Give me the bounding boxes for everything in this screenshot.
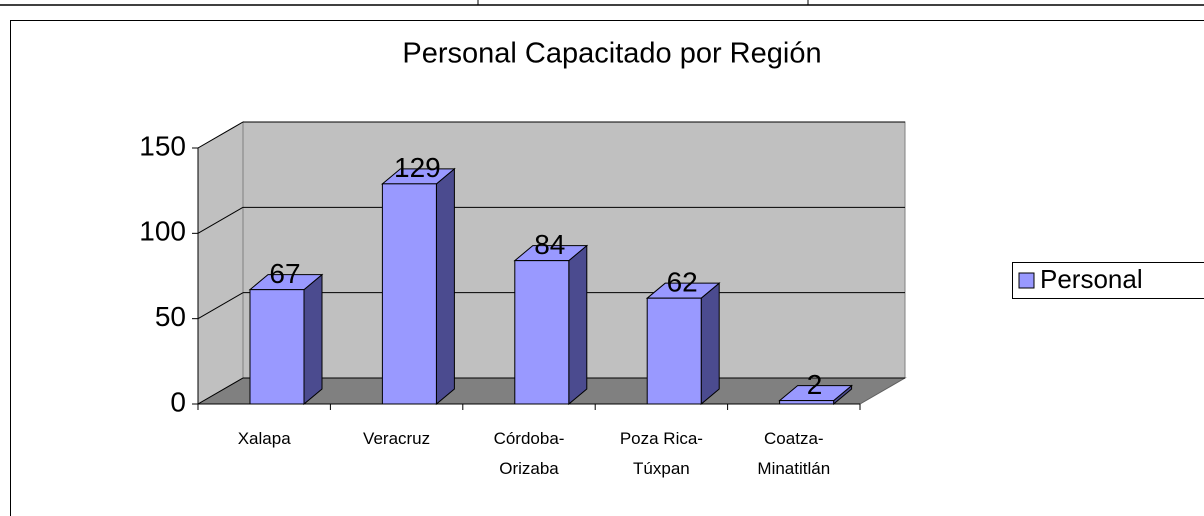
bar <box>646 297 702 405</box>
legend-label: Personal <box>1040 264 1143 294</box>
data-label: 62 <box>667 267 698 298</box>
legend-swatch <box>1018 272 1035 289</box>
bar <box>514 260 570 405</box>
x-tick-label: Poza Rica-Túxpan <box>620 429 703 478</box>
side-wall <box>197 121 244 405</box>
data-label: 84 <box>534 229 565 260</box>
y-tick-label: 50 <box>155 301 186 332</box>
x-tick-label: Xalapa <box>238 429 291 448</box>
x-tick-label: Veracruz <box>363 429 430 448</box>
bar <box>249 289 305 405</box>
grid-line <box>197 377 244 405</box>
bar <box>779 400 835 405</box>
legend-box <box>1012 262 1204 299</box>
chart-title: Personal Capacitado por Región <box>402 38 821 70</box>
bar-side <box>303 273 323 406</box>
bar <box>381 183 437 405</box>
data-label: 129 <box>394 152 441 183</box>
x-tick-label: Córdoba-Orizaba <box>494 429 565 478</box>
bar-side <box>568 244 588 406</box>
data-label: 2 <box>807 369 823 400</box>
x-tick-label: Coatza-Minatitlán <box>757 429 830 478</box>
grid-line <box>197 292 244 320</box>
data-label: 67 <box>269 258 300 289</box>
grid-line <box>197 206 244 234</box>
y-tick-label: 150 <box>139 130 186 161</box>
grid-line <box>197 121 244 149</box>
y-tick-label: 100 <box>139 216 186 247</box>
bar-side <box>700 282 720 406</box>
y-tick-label: 0 <box>170 386 186 417</box>
bar-side <box>435 167 455 406</box>
